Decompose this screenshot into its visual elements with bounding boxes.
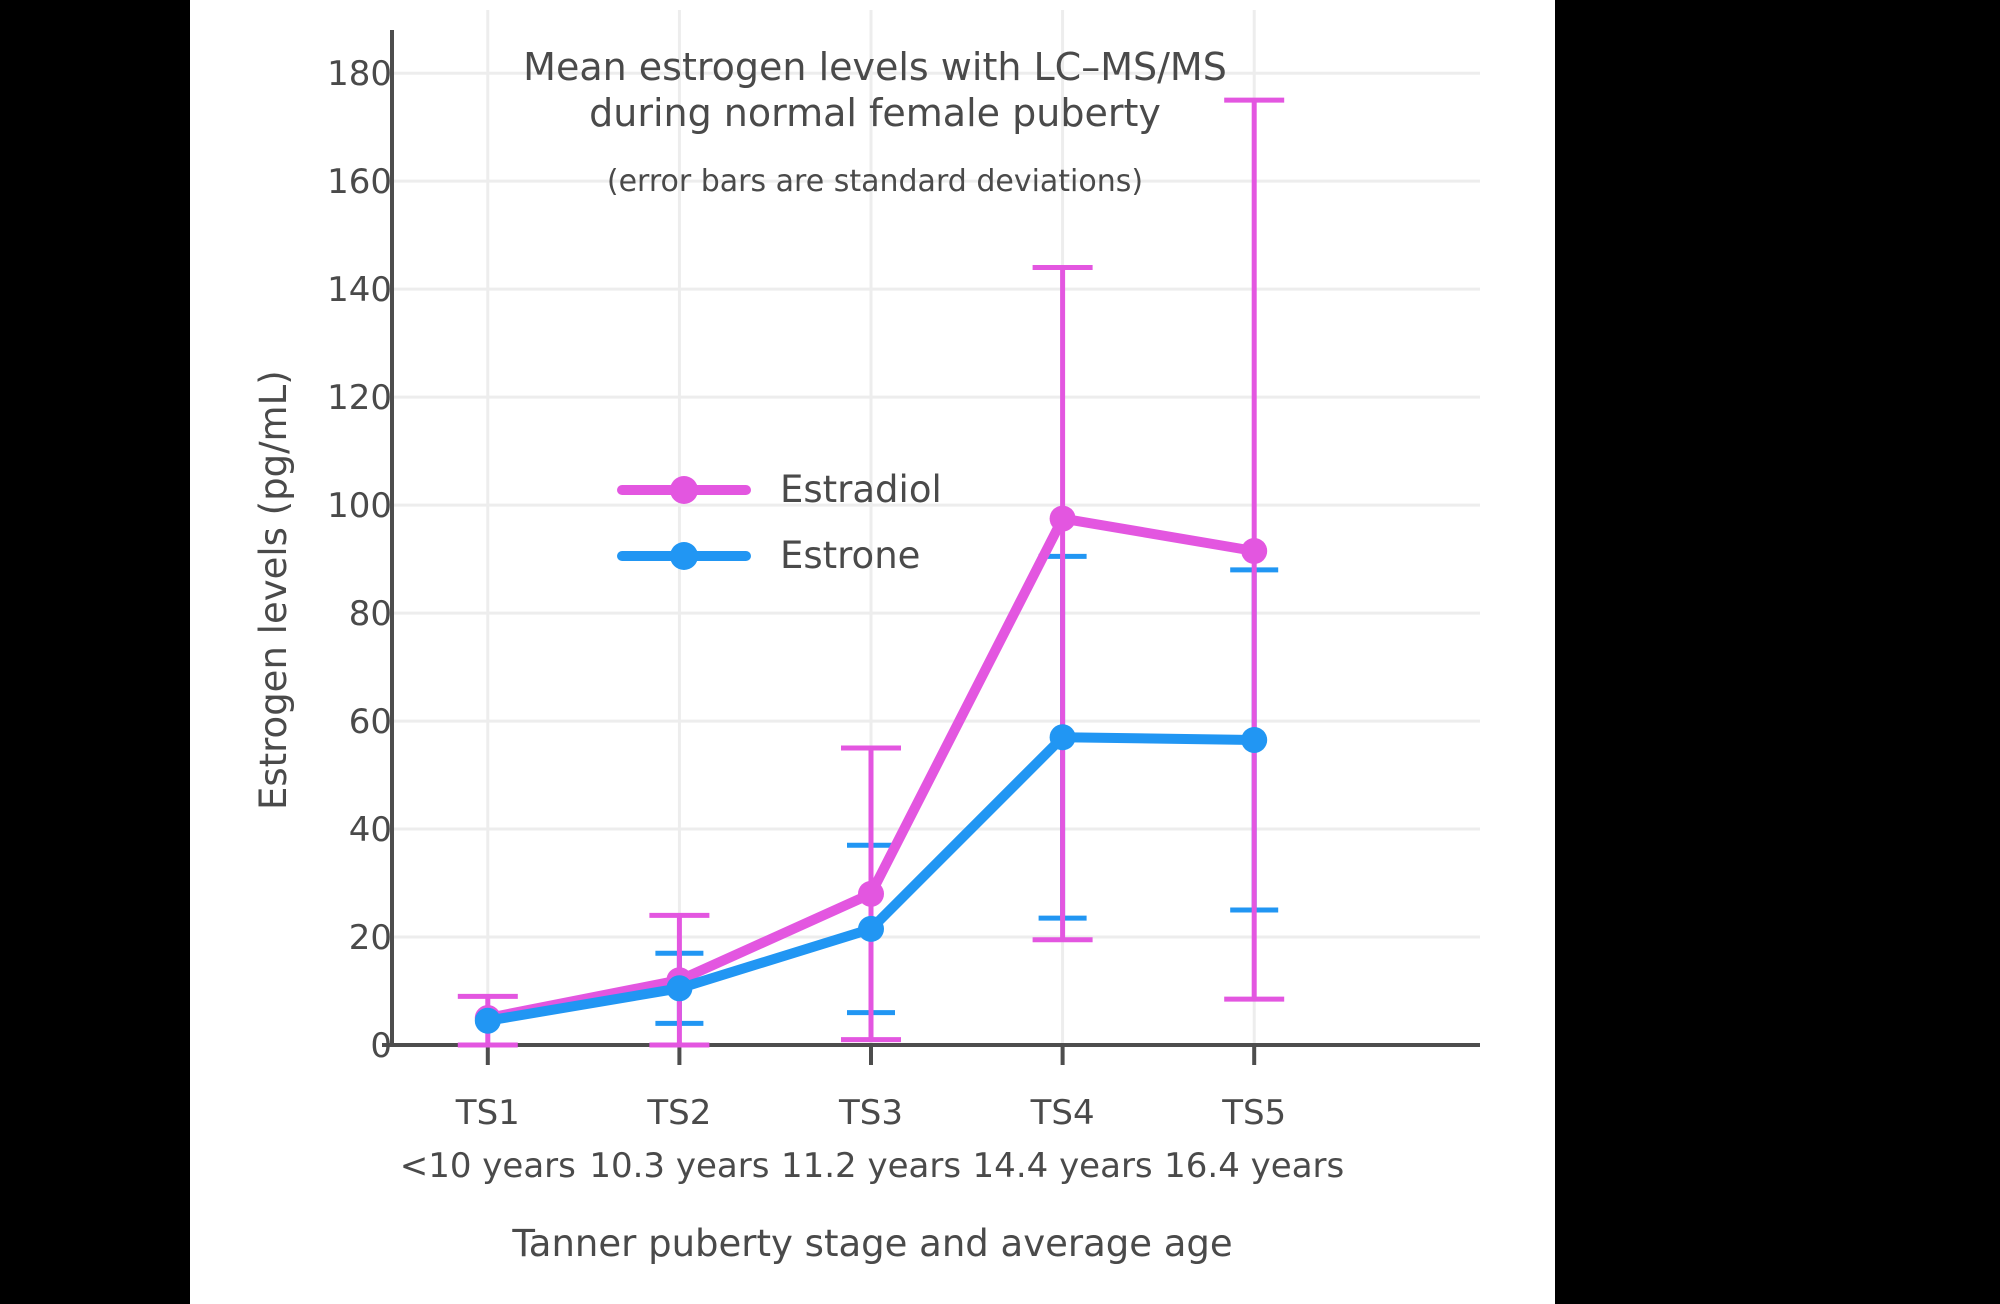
y-tick-label: 160	[327, 162, 392, 203]
x-tick-stage: TS2	[647, 1093, 712, 1133]
y-tick-label: 20	[348, 918, 392, 959]
x-tick-group-ts2: TS2 10.3 years	[589, 1087, 769, 1192]
legend-item-estrone[interactable]: Estrone	[780, 534, 921, 577]
chart-figure: Mean estrogen levels with LC–MS/MS durin…	[190, 0, 1555, 1304]
legend-item-estradiol[interactable]: Estradiol	[780, 468, 942, 511]
x-tick-age: <10 years	[399, 1145, 576, 1186]
x-tick-age: 16.4 years	[1164, 1145, 1345, 1186]
y-axis-tick-labels: 0 20 40 60 80 100 120 140 160 180	[250, 0, 392, 1304]
line-chart-plot	[382, 10, 1480, 1065]
y-tick-label: 100	[327, 486, 392, 527]
data-point	[858, 880, 884, 907]
data-point	[1049, 505, 1076, 532]
x-tick-group-ts1: TS1 <10 years	[400, 1087, 576, 1192]
data-point	[1241, 726, 1268, 753]
letterbox-right	[1555, 0, 2000, 1304]
chart-subtitle: (error bars are standard deviations)	[606, 164, 1144, 199]
y-tick-label: 140	[327, 270, 392, 311]
chart-title-line2: during normal female puberty	[589, 91, 1161, 136]
data-point	[666, 975, 693, 1002]
y-tick-label: 80	[348, 594, 392, 635]
data-point	[858, 915, 884, 942]
chart-title: Mean estrogen levels with LC–MS/MS durin…	[445, 44, 1305, 137]
x-tick-age: 10.3 years	[589, 1145, 770, 1186]
y-tick-label: 60	[348, 702, 392, 743]
x-axis-title: Tanner puberty stage and average age	[512, 1222, 1233, 1265]
data-point	[1049, 724, 1076, 751]
x-tick-group-ts5: TS5 16.4 years	[1164, 1087, 1344, 1192]
x-tick-stage: TS3	[839, 1093, 903, 1133]
x-tick-stage: TS5	[1222, 1093, 1287, 1133]
y-tick-label: 180	[327, 54, 392, 95]
data-point	[1241, 537, 1268, 564]
x-tick-stage: TS4	[1030, 1093, 1095, 1133]
legend-swatches	[617, 476, 751, 570]
x-tick-group-ts3: TS3 11.2 years	[781, 1087, 961, 1192]
x-tick-age: 14.4 years	[972, 1145, 1153, 1186]
letterbox-left	[0, 0, 190, 1304]
chart-title-line1: Mean estrogen levels with LC–MS/MS	[523, 45, 1227, 89]
x-tick-age: 11.2 years	[780, 1145, 962, 1186]
y-tick-label: 40	[348, 810, 392, 851]
axis-lines	[382, 30, 1480, 1065]
y-tick-label: 120	[327, 378, 392, 419]
series-estrone	[474, 724, 1268, 1034]
x-tick-group-ts4: TS4 14.4 years	[973, 1087, 1153, 1192]
y-tick-label: 0	[370, 1026, 392, 1066]
data-point	[474, 1007, 501, 1034]
x-tick-stage: TS1	[455, 1093, 520, 1133]
